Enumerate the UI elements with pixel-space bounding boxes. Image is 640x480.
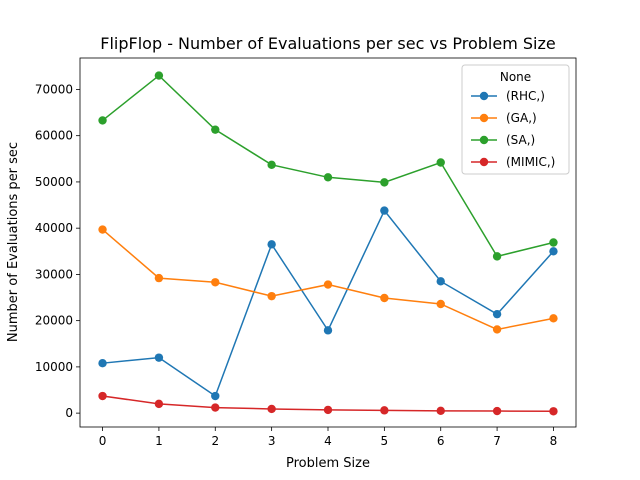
legend: None (RHC,) (GA,) (SA,) (MIMIC,) bbox=[461, 64, 570, 175]
x-tick-label: 7 bbox=[493, 434, 501, 448]
data-point bbox=[436, 299, 445, 309]
legend-box bbox=[461, 64, 570, 175]
data-point bbox=[380, 293, 389, 303]
data-point bbox=[211, 391, 220, 401]
data-point bbox=[549, 247, 558, 256]
x-tick-label: 6 bbox=[437, 434, 445, 448]
x-tick-label: 5 bbox=[381, 434, 389, 448]
x-tick-label: 1 bbox=[155, 434, 163, 448]
y-tick-label: 60000 bbox=[35, 129, 73, 143]
legend-swatch-marker bbox=[479, 157, 489, 167]
data-point bbox=[492, 309, 502, 319]
y-tick-label: 40000 bbox=[35, 221, 73, 235]
legend-entry: (SA,) bbox=[506, 133, 535, 147]
data-point bbox=[436, 277, 445, 286]
data-point bbox=[323, 280, 333, 289]
x-tick-label: 3 bbox=[268, 434, 276, 448]
data-point bbox=[267, 404, 276, 414]
legend-entry: (GA,) bbox=[506, 111, 537, 125]
data-point bbox=[98, 358, 107, 368]
data-point bbox=[436, 158, 445, 167]
x-tick-label: 2 bbox=[211, 434, 219, 448]
data-point bbox=[492, 406, 502, 416]
series-0 bbox=[98, 206, 558, 401]
legend-title: None bbox=[500, 70, 531, 84]
data-point bbox=[154, 399, 164, 409]
axes-frame bbox=[79, 57, 577, 428]
data-point bbox=[267, 291, 276, 301]
series-3 bbox=[98, 391, 558, 416]
data-point bbox=[549, 238, 558, 247]
legend-swatch-marker bbox=[479, 91, 489, 101]
data-point bbox=[211, 403, 220, 412]
series-1 bbox=[98, 225, 558, 334]
legend-swatch-marker bbox=[479, 135, 489, 145]
legend-entry: (MIMIC,) bbox=[506, 155, 555, 169]
data-point bbox=[323, 326, 333, 335]
data-point bbox=[154, 353, 164, 362]
x-tick-label: 0 bbox=[99, 434, 107, 448]
data-point bbox=[436, 406, 445, 416]
data-point bbox=[211, 278, 220, 287]
series-line bbox=[102, 228, 554, 331]
y-axis-label: Number of Evaluations per sec bbox=[6, 142, 21, 342]
data-point bbox=[267, 160, 276, 170]
y-tick-label: 0 bbox=[65, 406, 73, 420]
x-axis-label: Problem Size bbox=[286, 456, 370, 471]
data-point bbox=[211, 125, 220, 134]
chart-title: FlipFlop - Number of Evaluations per sec… bbox=[100, 34, 555, 53]
x-tick-label: 4 bbox=[324, 434, 332, 448]
data-point bbox=[380, 206, 389, 215]
data-point bbox=[492, 325, 502, 334]
y-tick-label: 10000 bbox=[35, 360, 73, 374]
y-tick-label: 20000 bbox=[35, 314, 73, 328]
data-point bbox=[154, 71, 164, 80]
x-tick-label: 8 bbox=[550, 434, 558, 448]
data-point bbox=[492, 252, 502, 261]
data-point bbox=[380, 406, 389, 415]
y-tick-label: 30000 bbox=[35, 267, 73, 281]
legend-swatch-marker bbox=[479, 113, 489, 123]
data-point bbox=[98, 225, 107, 234]
y-tick-label: 70000 bbox=[35, 82, 73, 96]
plot-area: 0 1 2 3 4 5 6 7 8 0 10000 20000 30000 40000 50000 60000… bbox=[35, 57, 577, 448]
data-point bbox=[267, 240, 276, 249]
series-2 bbox=[98, 71, 558, 261]
y-tick-label: 50000 bbox=[35, 175, 73, 189]
data-point bbox=[154, 273, 164, 283]
data-point bbox=[98, 391, 107, 401]
data-point bbox=[380, 178, 389, 187]
data-point bbox=[549, 407, 558, 416]
legend-entry: (RHC,) bbox=[506, 89, 545, 103]
data-point bbox=[323, 405, 333, 415]
data-point bbox=[323, 173, 333, 182]
data-point bbox=[549, 314, 558, 323]
data-point bbox=[98, 116, 107, 125]
